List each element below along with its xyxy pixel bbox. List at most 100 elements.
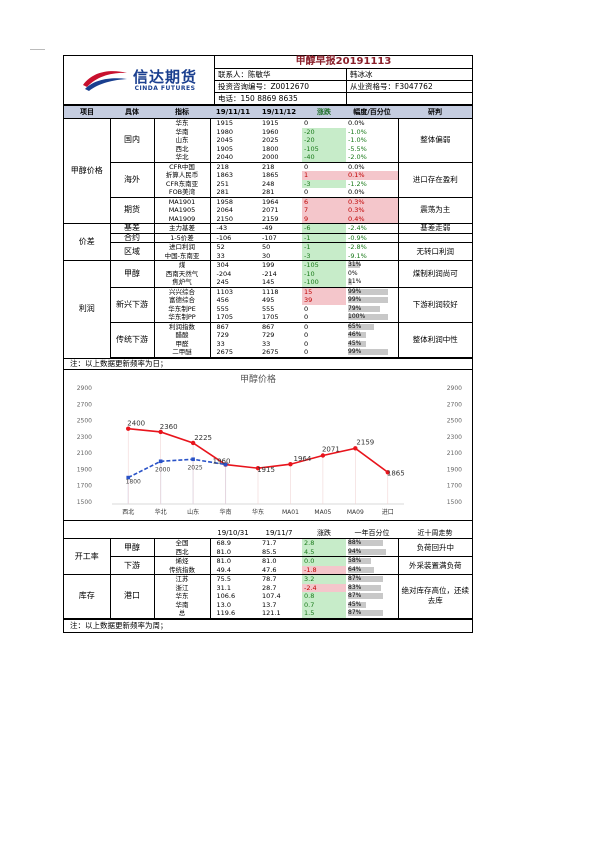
red-data-label: 1865 <box>387 469 405 477</box>
indicator-cell: 甲醛 <box>154 339 211 348</box>
indicator-cell: 二甲醚 <box>154 348 211 358</box>
value-date1-cell: 304 <box>216 261 229 270</box>
percentile-text: 65% <box>348 322 362 330</box>
value-week1-cell: 81.0 <box>210 547 256 557</box>
value-date2-cell: 2000 <box>256 153 302 163</box>
percentile-text: 99% <box>348 348 362 356</box>
red-data-label: 1960 <box>213 457 231 465</box>
verdict-cell: 负荷回升中 <box>397 538 472 557</box>
red-series-point <box>353 445 358 451</box>
indicator-cell: 西南天然气 <box>154 269 211 278</box>
value-date2-cell: 218 <box>262 162 275 171</box>
percent-cell: -2.0% <box>346 153 398 163</box>
table-row: 华南 13.0 13.7 0.7 45% <box>64 600 472 609</box>
indicator-cell: 浙江 <box>154 583 211 592</box>
percentile-text: 79% <box>348 304 362 312</box>
value-date1-cell: 33 <box>210 251 256 261</box>
value-date2-cell: 2159 <box>256 214 302 224</box>
value-date2-cell: 248 <box>262 179 275 188</box>
verdict-cell <box>397 233 472 243</box>
subcategory-cell: 基差 <box>110 223 155 234</box>
contact-name: 联系人：陈敏华 <box>215 69 347 80</box>
indicator-cell: 华东制PE <box>154 304 211 313</box>
blue-data-label: 1800 <box>126 478 141 485</box>
x-tick-label: MA01 <box>282 509 299 516</box>
percent-cell: 0.0% <box>346 188 398 198</box>
value-week2-cell: 121.1 <box>256 609 302 619</box>
y-tick-label-right: 1500 <box>447 499 462 506</box>
value-date2-cell: 2675 <box>256 348 302 358</box>
percentile-text: 87% <box>348 609 362 617</box>
value-week1-cell: 81.0 <box>216 557 231 566</box>
value-date2-cell: 30 <box>256 251 302 261</box>
phone-number: 电话：150 8869 8635 <box>215 93 347 104</box>
y-tick-label-right: 1700 <box>447 482 462 489</box>
category-cell: 价差 <box>64 223 111 261</box>
table-row: 利润 甲醇煤 304 199 -105 31% 煤制利润尚可 <box>64 260 472 357</box>
change-cell: -1 <box>302 242 346 252</box>
value-date1-cell: 218 <box>216 162 229 171</box>
change-cell: -1.8 <box>302 565 346 575</box>
change-cell: -20 <box>302 127 346 136</box>
table-row: 华东制PE 555 555 0 79% <box>64 304 472 313</box>
company-logo: 信达期货 CINDA FUTURES <box>64 56 215 104</box>
y-tick-label-right: 2900 <box>447 385 462 392</box>
table-row: 新兴下游 兴兴综合 1103 1118 15 99% 下游利润较好 <box>64 287 472 323</box>
percentile-bar <box>348 593 383 600</box>
percentile-bar <box>348 288 388 295</box>
x-tick-label: 山东 <box>187 508 199 516</box>
percentile-text: 45% <box>348 339 362 347</box>
percent-cell: 0.3% <box>346 206 398 215</box>
col-header-week1: 19/10/31 <box>210 528 256 539</box>
percentile-bar <box>348 548 386 555</box>
report-title: 甲醇早报20191113 <box>215 56 472 69</box>
y-tick-label-left: 2900 <box>77 385 92 392</box>
value-date1-cell: -204 <box>216 269 232 278</box>
red-series-point <box>158 429 163 434</box>
subcategory-cell: 新兴下游 <box>110 287 155 323</box>
daily-note: 注：以上数据更新频率为日； <box>64 357 472 369</box>
value-date2-cell: 2071 <box>262 206 279 215</box>
col-header-detail: 具体 <box>110 105 154 119</box>
blue-data-label: 2025 <box>187 464 202 471</box>
percent-cell: 0.0% <box>348 162 365 171</box>
y-tick-label-left: 1500 <box>77 499 92 506</box>
percentile-text: 46% <box>348 331 362 339</box>
value-week1-cell: 106.6 <box>216 592 236 601</box>
subcategory-cell: 合约 <box>110 233 155 243</box>
percentile-text: 58% <box>348 557 362 565</box>
change-cell: 0 <box>304 119 309 128</box>
verdict-cell: 下游利润较好 <box>397 287 472 323</box>
value-date1-cell: 2675 <box>210 348 256 358</box>
table-row: 山东 2045 2025 -20 -1.0% <box>64 136 472 145</box>
subcategory-cell: 期货 <box>110 197 155 224</box>
table-row: 下游 烯烃 81.0 81.0 0.0 58% 外采装置满负荷 <box>64 556 472 575</box>
indicator-cell: 中国-东南亚 <box>154 251 211 261</box>
percentile-cell: 87% <box>346 609 398 619</box>
percentile-cell: 31% <box>346 261 398 270</box>
percentile-cell: 100% <box>346 313 398 323</box>
value-date1-cell: 456 <box>216 296 229 305</box>
y-tick-label-right: 1900 <box>447 466 462 473</box>
blue-series-point <box>191 456 195 461</box>
value-date1-cell: 2040 <box>210 153 256 163</box>
value-date1-cell: 1980 <box>216 127 234 136</box>
value-date2-cell: 1915 <box>262 119 279 128</box>
blue-series-point <box>158 458 163 463</box>
percentile-cell: 87% <box>346 575 398 584</box>
change-cell: 0 <box>304 304 309 313</box>
red-data-label: 2360 <box>160 422 178 430</box>
value-week1-cell: 119.6 <box>210 609 256 619</box>
table-row: 西南天然气 -204 -214 -10 0% <box>64 269 472 278</box>
y-tick-label-right: 2700 <box>447 401 462 408</box>
consult-number: 投资咨询编号：Z0012670 <box>215 81 347 92</box>
value-date1-cell: -43 <box>210 223 256 234</box>
report-page: 信达期货 CINDA FUTURES 甲醇早报20191113 联系人：陈敏华韩… <box>63 55 473 633</box>
y-tick-label-left: 2500 <box>77 417 92 424</box>
value-date2-cell: 50 <box>262 243 271 252</box>
indicator-cell: MA1901 <box>154 197 211 206</box>
table-row: 华东制PP 1705 1705 0 100% <box>64 313 472 323</box>
value-date1-cell: -106 <box>210 233 256 243</box>
percentile-bar <box>348 332 366 339</box>
percent-cell: -2.8% <box>348 243 367 252</box>
